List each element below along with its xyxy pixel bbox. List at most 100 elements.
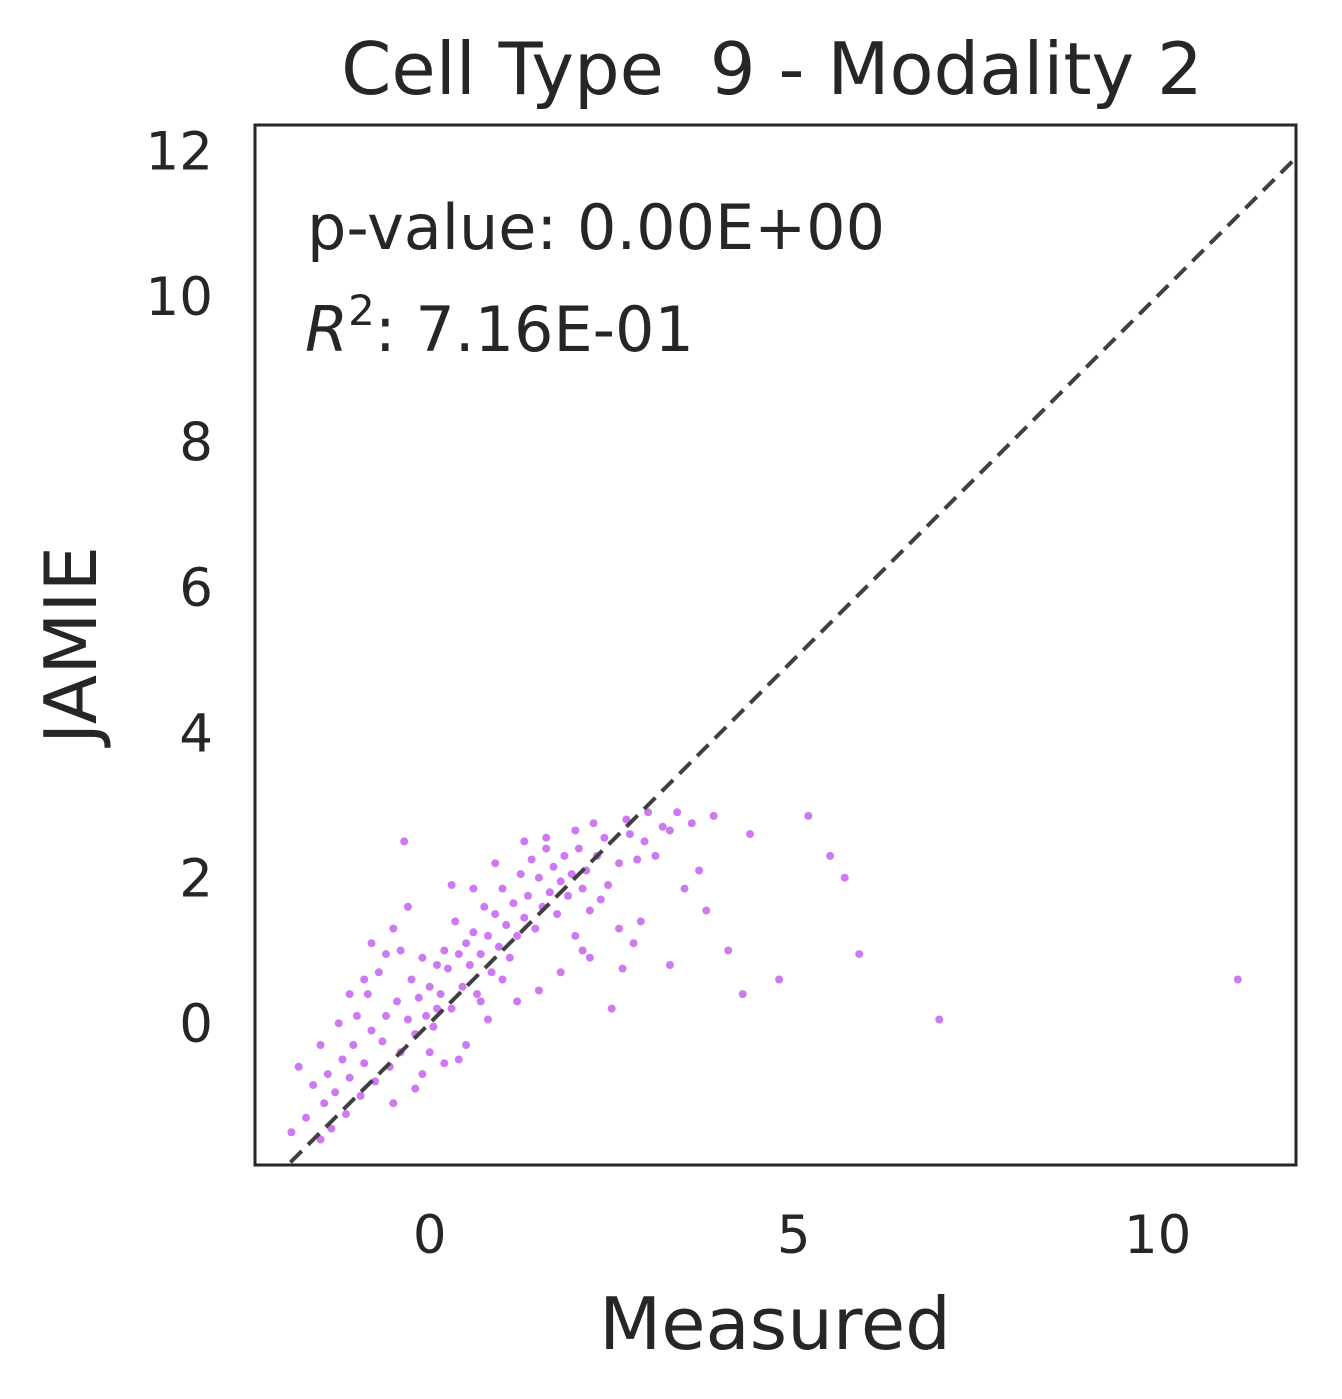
data-point xyxy=(560,851,569,860)
data-point xyxy=(345,990,354,999)
data-point xyxy=(585,953,594,962)
data-point xyxy=(382,950,390,959)
data-point xyxy=(556,877,565,886)
data-point xyxy=(360,1059,369,1068)
data-point xyxy=(425,1048,434,1057)
data-point xyxy=(374,968,383,977)
data-point xyxy=(440,946,449,955)
data-point xyxy=(407,975,416,984)
data-point xyxy=(403,1015,412,1024)
pvalue-annotation: p-value: 0.00E+00 xyxy=(307,191,885,264)
data-point xyxy=(465,961,474,969)
data-point xyxy=(574,844,583,853)
data-point xyxy=(331,1088,340,1097)
data-point xyxy=(702,906,711,915)
data-point xyxy=(644,808,653,817)
data-point xyxy=(436,990,445,999)
data-point xyxy=(433,1004,441,1013)
data-point xyxy=(316,1041,325,1049)
data-point xyxy=(469,884,478,893)
y-tick-label: 6 xyxy=(179,558,213,619)
data-point xyxy=(513,997,522,1006)
data-point xyxy=(323,1070,332,1079)
data-point xyxy=(418,1070,427,1079)
reference-line xyxy=(284,154,1296,1165)
data-point xyxy=(534,986,543,995)
data-point xyxy=(585,906,594,915)
data-point xyxy=(396,946,405,955)
x-axis-label: Measured xyxy=(599,1282,951,1366)
data-point xyxy=(665,826,674,835)
data-point xyxy=(462,1041,471,1049)
data-point xyxy=(513,931,522,940)
data-point xyxy=(935,1015,944,1024)
data-point xyxy=(724,946,733,955)
data-point xyxy=(622,815,631,824)
y-tick-label: 12 xyxy=(146,121,213,182)
data-point xyxy=(334,1019,343,1028)
data-point xyxy=(367,939,376,948)
data-point xyxy=(484,1015,492,1024)
data-point xyxy=(687,819,696,828)
data-point xyxy=(571,826,580,835)
data-point xyxy=(403,902,412,911)
data-points xyxy=(287,808,1242,1144)
data-point xyxy=(491,910,500,919)
data-point xyxy=(389,924,398,933)
r2-superscript: 2 xyxy=(348,286,375,335)
data-point xyxy=(400,837,409,846)
data-point xyxy=(695,866,704,875)
data-point xyxy=(309,1081,318,1089)
y-tick-label: 10 xyxy=(146,267,213,328)
y-tick-label: 4 xyxy=(179,703,213,764)
data-point xyxy=(302,1113,310,1122)
x-tick-label: 10 xyxy=(1124,1205,1191,1266)
data-point xyxy=(524,891,532,900)
data-point xyxy=(352,1011,361,1020)
data-point xyxy=(673,808,682,817)
data-point xyxy=(542,844,551,853)
data-point xyxy=(480,902,489,911)
data-point xyxy=(433,961,441,969)
data-point xyxy=(855,950,864,959)
data-point xyxy=(440,1059,449,1068)
data-point xyxy=(607,1004,616,1013)
data-point xyxy=(342,1110,350,1119)
data-point xyxy=(320,1099,329,1108)
x-axis-ticks: 0 5 10 xyxy=(413,1205,1192,1266)
x-tick-label: 5 xyxy=(777,1205,811,1266)
data-point xyxy=(447,881,456,889)
data-point xyxy=(509,899,518,908)
data-point xyxy=(414,993,423,1002)
data-point xyxy=(604,881,613,889)
data-point xyxy=(491,859,500,868)
data-point xyxy=(527,855,536,864)
data-point xyxy=(367,1026,376,1035)
data-point xyxy=(356,1091,365,1100)
data-point xyxy=(746,830,754,839)
data-point xyxy=(531,924,540,933)
y-tick-label: 2 xyxy=(179,849,213,910)
data-point xyxy=(516,870,525,879)
y-axis-ticks: 0 2 4 6 8 10 12 xyxy=(146,121,213,1055)
data-point xyxy=(567,870,576,879)
data-point xyxy=(338,1055,347,1064)
data-point xyxy=(316,1135,325,1144)
data-point xyxy=(618,964,627,973)
data-point xyxy=(633,855,642,864)
data-point xyxy=(411,1084,420,1093)
data-point xyxy=(636,917,645,926)
data-point xyxy=(542,833,551,842)
data-point xyxy=(1233,975,1242,984)
data-point xyxy=(625,830,634,839)
data-point xyxy=(294,1062,303,1071)
data-point xyxy=(665,961,674,969)
data-point xyxy=(556,968,565,977)
data-point xyxy=(534,873,543,882)
data-point xyxy=(505,953,514,962)
data-point xyxy=(498,884,507,893)
data-point xyxy=(473,990,481,999)
data-point xyxy=(553,910,562,919)
data-point xyxy=(571,931,580,940)
